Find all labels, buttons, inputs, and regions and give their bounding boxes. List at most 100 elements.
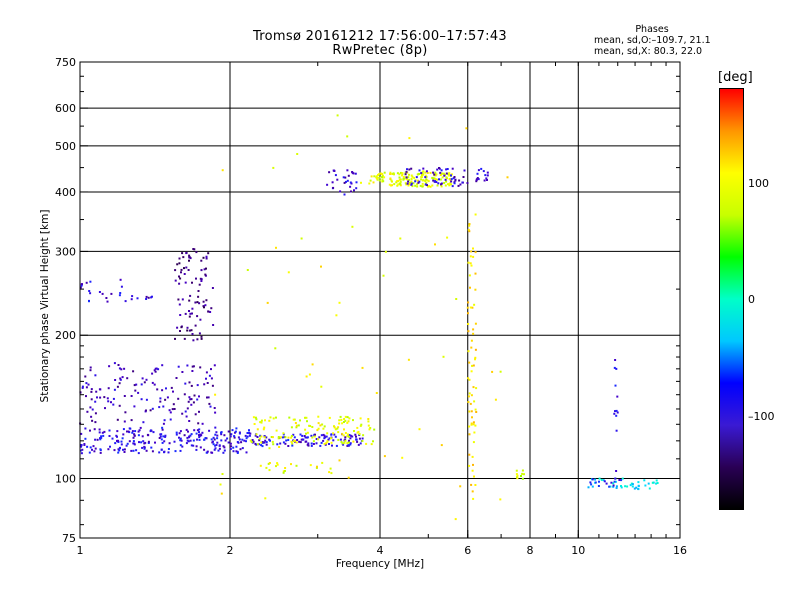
data-point bbox=[113, 362, 116, 365]
data-point bbox=[287, 271, 290, 274]
data-point bbox=[339, 438, 342, 441]
data-point bbox=[612, 484, 615, 487]
data-point bbox=[357, 443, 360, 446]
data-point bbox=[145, 378, 148, 381]
data-point bbox=[348, 417, 351, 420]
data-point bbox=[167, 448, 170, 450]
data-point bbox=[300, 438, 303, 441]
data-point bbox=[301, 434, 304, 437]
data-point bbox=[132, 436, 135, 439]
data-point bbox=[349, 434, 352, 437]
data-point bbox=[80, 445, 82, 448]
data-point bbox=[620, 486, 623, 489]
data-point bbox=[210, 377, 213, 380]
data-point bbox=[469, 286, 471, 289]
data-point bbox=[334, 174, 337, 177]
data-point bbox=[354, 433, 357, 436]
data-point bbox=[113, 449, 116, 452]
data-point bbox=[108, 365, 111, 368]
data-point bbox=[180, 326, 183, 329]
data-point bbox=[470, 410, 473, 413]
data-point bbox=[469, 255, 472, 258]
data-point bbox=[268, 447, 271, 450]
data-point bbox=[100, 436, 103, 439]
data-point bbox=[111, 437, 114, 440]
data-point bbox=[94, 447, 97, 450]
data-point bbox=[424, 171, 427, 174]
data-point bbox=[109, 445, 111, 448]
data-point bbox=[344, 415, 347, 418]
data-point bbox=[196, 301, 199, 304]
data-point bbox=[486, 171, 489, 174]
data-point bbox=[116, 385, 119, 388]
data-point bbox=[468, 392, 471, 395]
data-point bbox=[86, 410, 89, 413]
data-point bbox=[603, 480, 606, 483]
data-point bbox=[648, 487, 651, 490]
data-point bbox=[361, 440, 364, 442]
data-point bbox=[368, 428, 371, 431]
data-point bbox=[271, 440, 274, 443]
data-point bbox=[138, 429, 141, 432]
data-point bbox=[146, 433, 149, 436]
data-point bbox=[282, 471, 285, 474]
data-point bbox=[346, 416, 349, 419]
data-point bbox=[467, 401, 470, 403]
data-point bbox=[121, 376, 124, 379]
data-point bbox=[367, 418, 370, 420]
data-point bbox=[188, 420, 191, 422]
data-point bbox=[119, 378, 122, 381]
data-point bbox=[336, 114, 339, 117]
data-point bbox=[446, 168, 449, 170]
data-point bbox=[311, 436, 314, 439]
data-point bbox=[499, 370, 502, 373]
data-point bbox=[332, 432, 335, 435]
data-point bbox=[299, 419, 301, 422]
data-point bbox=[89, 406, 92, 409]
data-point bbox=[197, 290, 200, 292]
data-point bbox=[223, 434, 226, 437]
data-point bbox=[373, 175, 376, 178]
data-point bbox=[196, 338, 199, 341]
data-point bbox=[465, 127, 468, 130]
data-point bbox=[341, 442, 344, 445]
data-point bbox=[644, 484, 647, 487]
data-point bbox=[191, 312, 193, 315]
data-point bbox=[315, 442, 318, 445]
data-point bbox=[367, 424, 370, 427]
data-point bbox=[450, 183, 453, 186]
data-point bbox=[218, 444, 221, 447]
data-point bbox=[476, 172, 479, 175]
data-point bbox=[333, 426, 336, 429]
data-point bbox=[145, 298, 148, 300]
data-point bbox=[134, 389, 137, 392]
data-point bbox=[98, 291, 101, 293]
data-point bbox=[624, 485, 627, 488]
data-point bbox=[208, 402, 211, 405]
data-point bbox=[408, 173, 410, 176]
data-point bbox=[196, 384, 199, 387]
data-point bbox=[351, 171, 354, 174]
data-point bbox=[342, 443, 345, 446]
data-point bbox=[81, 386, 84, 389]
data-point bbox=[647, 482, 650, 485]
data-point bbox=[89, 446, 92, 449]
data-point bbox=[233, 436, 236, 439]
data-point bbox=[612, 482, 615, 485]
data-point bbox=[336, 178, 339, 181]
data-point bbox=[90, 398, 93, 401]
data-point bbox=[459, 183, 462, 186]
data-point bbox=[184, 382, 187, 385]
data-point bbox=[214, 393, 217, 396]
data-point bbox=[190, 329, 193, 332]
data-point bbox=[264, 419, 266, 422]
data-point bbox=[516, 477, 519, 480]
data-point bbox=[467, 377, 470, 380]
data-point bbox=[249, 432, 252, 435]
data-point bbox=[322, 427, 325, 430]
data-point bbox=[186, 326, 189, 329]
data-point bbox=[151, 372, 154, 375]
colorbar-unit: [deg] bbox=[718, 70, 753, 85]
data-point bbox=[482, 170, 485, 173]
data-point bbox=[105, 297, 108, 299]
